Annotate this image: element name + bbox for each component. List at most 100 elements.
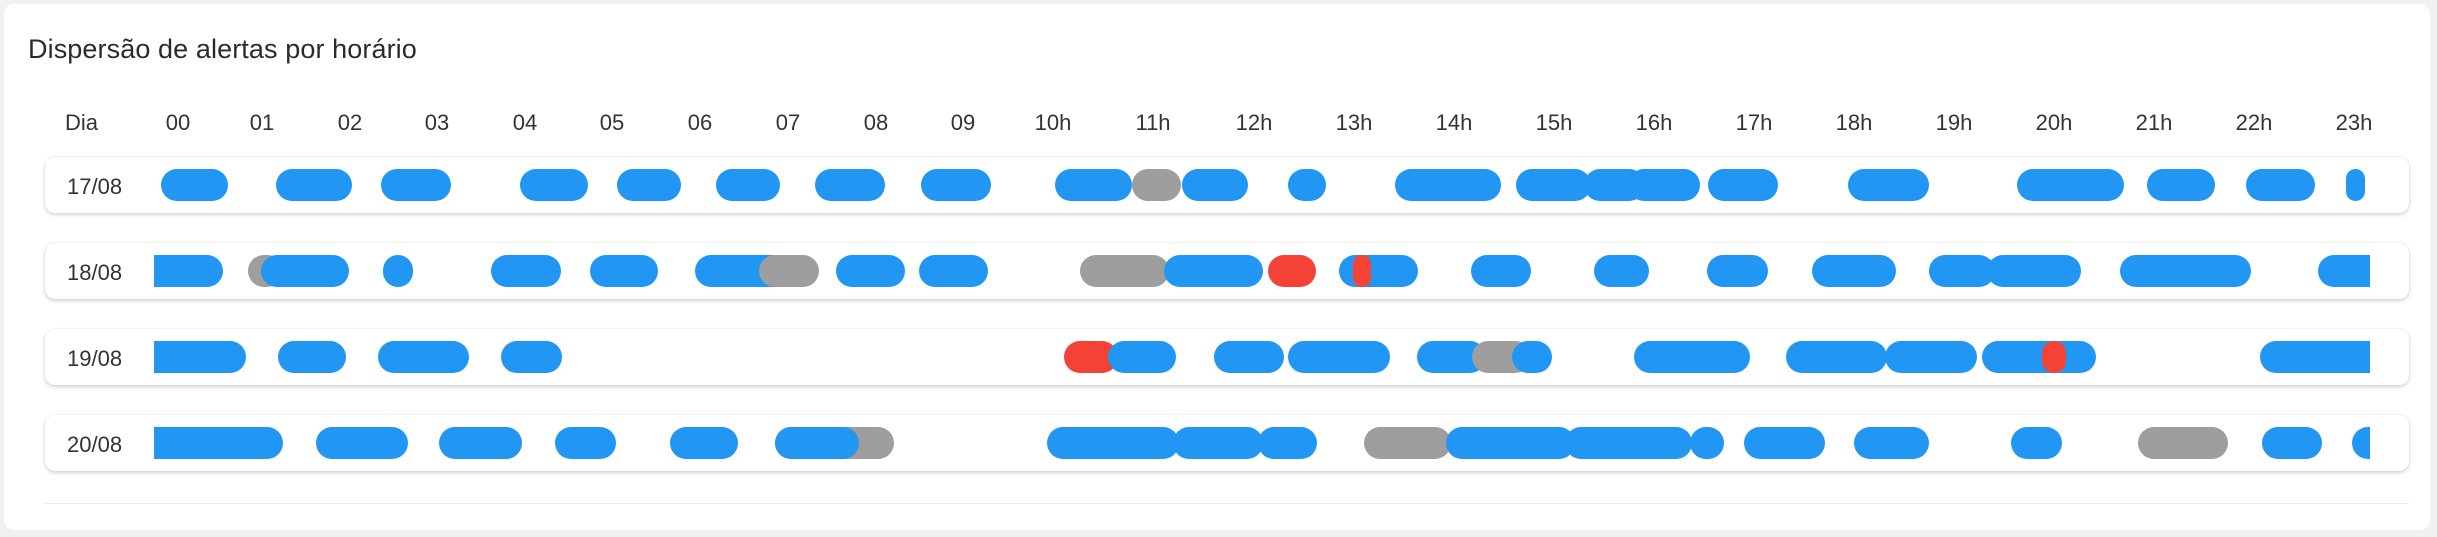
alert-segment-blue[interactable] [2120,255,2252,287]
hour-tick-label: 06 [687,110,713,135]
alert-segment-blue[interactable] [2318,255,2370,287]
alert-segment-gray[interactable] [1363,427,1451,459]
alert-segment-gray[interactable] [1131,169,1181,201]
alert-segment-blue[interactable] [1054,169,1132,201]
alert-segment-blue[interactable] [1744,427,1826,459]
alert-segment-blue[interactable] [154,255,223,287]
hour-tick-label: 11h [1135,110,1171,135]
alert-segment-gray[interactable] [1080,255,1170,287]
bottom-divider [45,503,2409,504]
hour-tick-label: 13h [1335,110,1373,135]
alert-segment-blue[interactable] [1339,255,1419,287]
alert-segment-blue[interactable] [1786,341,1888,373]
alert-segment-blue[interactable] [1172,427,1263,459]
alert-segment-blue[interactable] [1108,341,1176,373]
alert-segment-blue[interactable] [160,169,228,201]
alert-segment-blue[interactable] [1853,427,1930,459]
alert-segment-blue[interactable] [1515,169,1592,201]
alert-segment-blue[interactable] [2345,169,2365,201]
alert-segment-blue[interactable] [378,341,470,373]
alert-segment-blue[interactable] [519,169,588,201]
row-day-label: 18/08 [67,260,123,285]
alert-segment-blue[interactable] [1287,169,1326,201]
alert-segment-blue[interactable] [774,427,859,459]
alert-segment-blue[interactable] [1929,255,1996,287]
alert-segment-blue[interactable] [716,169,781,201]
alert-segment-blue[interactable] [814,169,885,201]
alert-segment-blue[interactable] [617,169,682,201]
alert-segment-blue[interactable] [1214,341,1284,373]
alert-segment-blue[interactable] [1046,427,1179,459]
alert-segment-blue[interactable] [555,427,617,459]
row-track [154,243,2392,299]
alert-segment-blue[interactable] [260,255,349,287]
hour-tick-label: 10h [1034,110,1072,135]
alert-segment-blue[interactable] [920,169,991,201]
alert-segment-blue[interactable] [1627,169,1701,201]
alert-segment-blue[interactable] [2246,169,2316,201]
alert-segment-blue[interactable] [1257,427,1318,459]
row-day-label: 20/08 [67,432,123,457]
alert-segment-blue[interactable] [1848,169,1930,201]
alert-segment-red[interactable] [1268,255,1317,287]
alert-segment-blue[interactable] [669,427,739,459]
alert-segment-blue[interactable] [1981,341,2097,373]
alert-segment-blue[interactable] [1446,427,1576,459]
alert-segment-blue[interactable] [1164,255,1263,287]
hour-tick-label: 03 [424,110,450,135]
alert-segment-red[interactable] [1353,255,1372,287]
alert-segment-blue[interactable] [2261,427,2322,459]
hour-tick-label: 18h [1835,110,1873,135]
alert-segment-blue[interactable] [1470,255,1532,287]
alert-segment-blue[interactable] [1689,427,1724,459]
alert-segment-blue[interactable] [316,427,409,459]
alert-segment-blue[interactable] [1181,169,1249,201]
alert-segment-blue[interactable] [1565,427,1693,459]
alert-segment-blue[interactable] [2259,341,2370,373]
alert-segment-red[interactable] [2042,341,2066,373]
alert-segment-blue[interactable] [383,255,413,287]
alert-segment-blue[interactable] [1885,341,1978,373]
alert-segment-blue[interactable] [381,169,451,201]
alert-segment-blue[interactable] [278,341,346,373]
alert-segment-blue[interactable] [276,169,352,201]
alert-segment-gray[interactable] [2138,427,2229,459]
alert-segment-blue[interactable] [1811,255,1896,287]
alert-segment-blue[interactable] [1594,255,1649,287]
timeline-row: 17/08 [45,157,2409,213]
alert-segment-blue[interactable] [590,255,659,287]
alert-segment-blue[interactable] [438,427,522,459]
alert-segment-blue[interactable] [918,255,988,287]
hour-tick-label: 15h [1535,110,1573,135]
alert-segment-blue[interactable] [1706,255,1768,287]
alert-segment-blue[interactable] [1707,169,1779,201]
hour-tick-label: 07 [775,110,801,135]
alert-segment-blue[interactable] [491,255,561,287]
alert-segment-blue[interactable] [1287,341,1390,373]
alert-segment-blue[interactable] [154,427,283,459]
hour-tick-label: 04 [512,110,538,135]
alert-segment-blue[interactable] [154,341,246,373]
alert-segment-blue[interactable] [1634,341,1750,373]
hour-tick-label: 09 [950,110,976,135]
alert-segment-blue[interactable] [1986,255,2082,287]
alert-segment-blue[interactable] [500,341,562,373]
alert-segment-blue[interactable] [2147,169,2215,201]
row-track [154,157,2392,213]
alert-segment-blue[interactable] [835,255,905,287]
hour-tick-label: 05 [599,110,625,135]
timeline-row: 19/08 [45,329,2409,385]
row-day-label: 19/08 [67,346,123,371]
hour-tick-label: 21h [2135,110,2173,135]
hour-tick-label: 20h [2035,110,2073,135]
hour-tick-label: 17h [1735,110,1773,135]
alert-segment-gray[interactable] [759,255,819,287]
alert-segment-blue[interactable] [1512,341,1553,373]
alert-segment-blue[interactable] [1394,169,1502,201]
hour-tick-label: 00 [165,110,191,135]
hour-tick-label: 02 [337,110,363,135]
alert-segment-blue[interactable] [2017,169,2125,201]
alert-segment-blue[interactable] [2352,427,2371,459]
alert-segment-blue[interactable] [2010,427,2063,459]
hour-tick-label: 23h [2335,110,2373,135]
